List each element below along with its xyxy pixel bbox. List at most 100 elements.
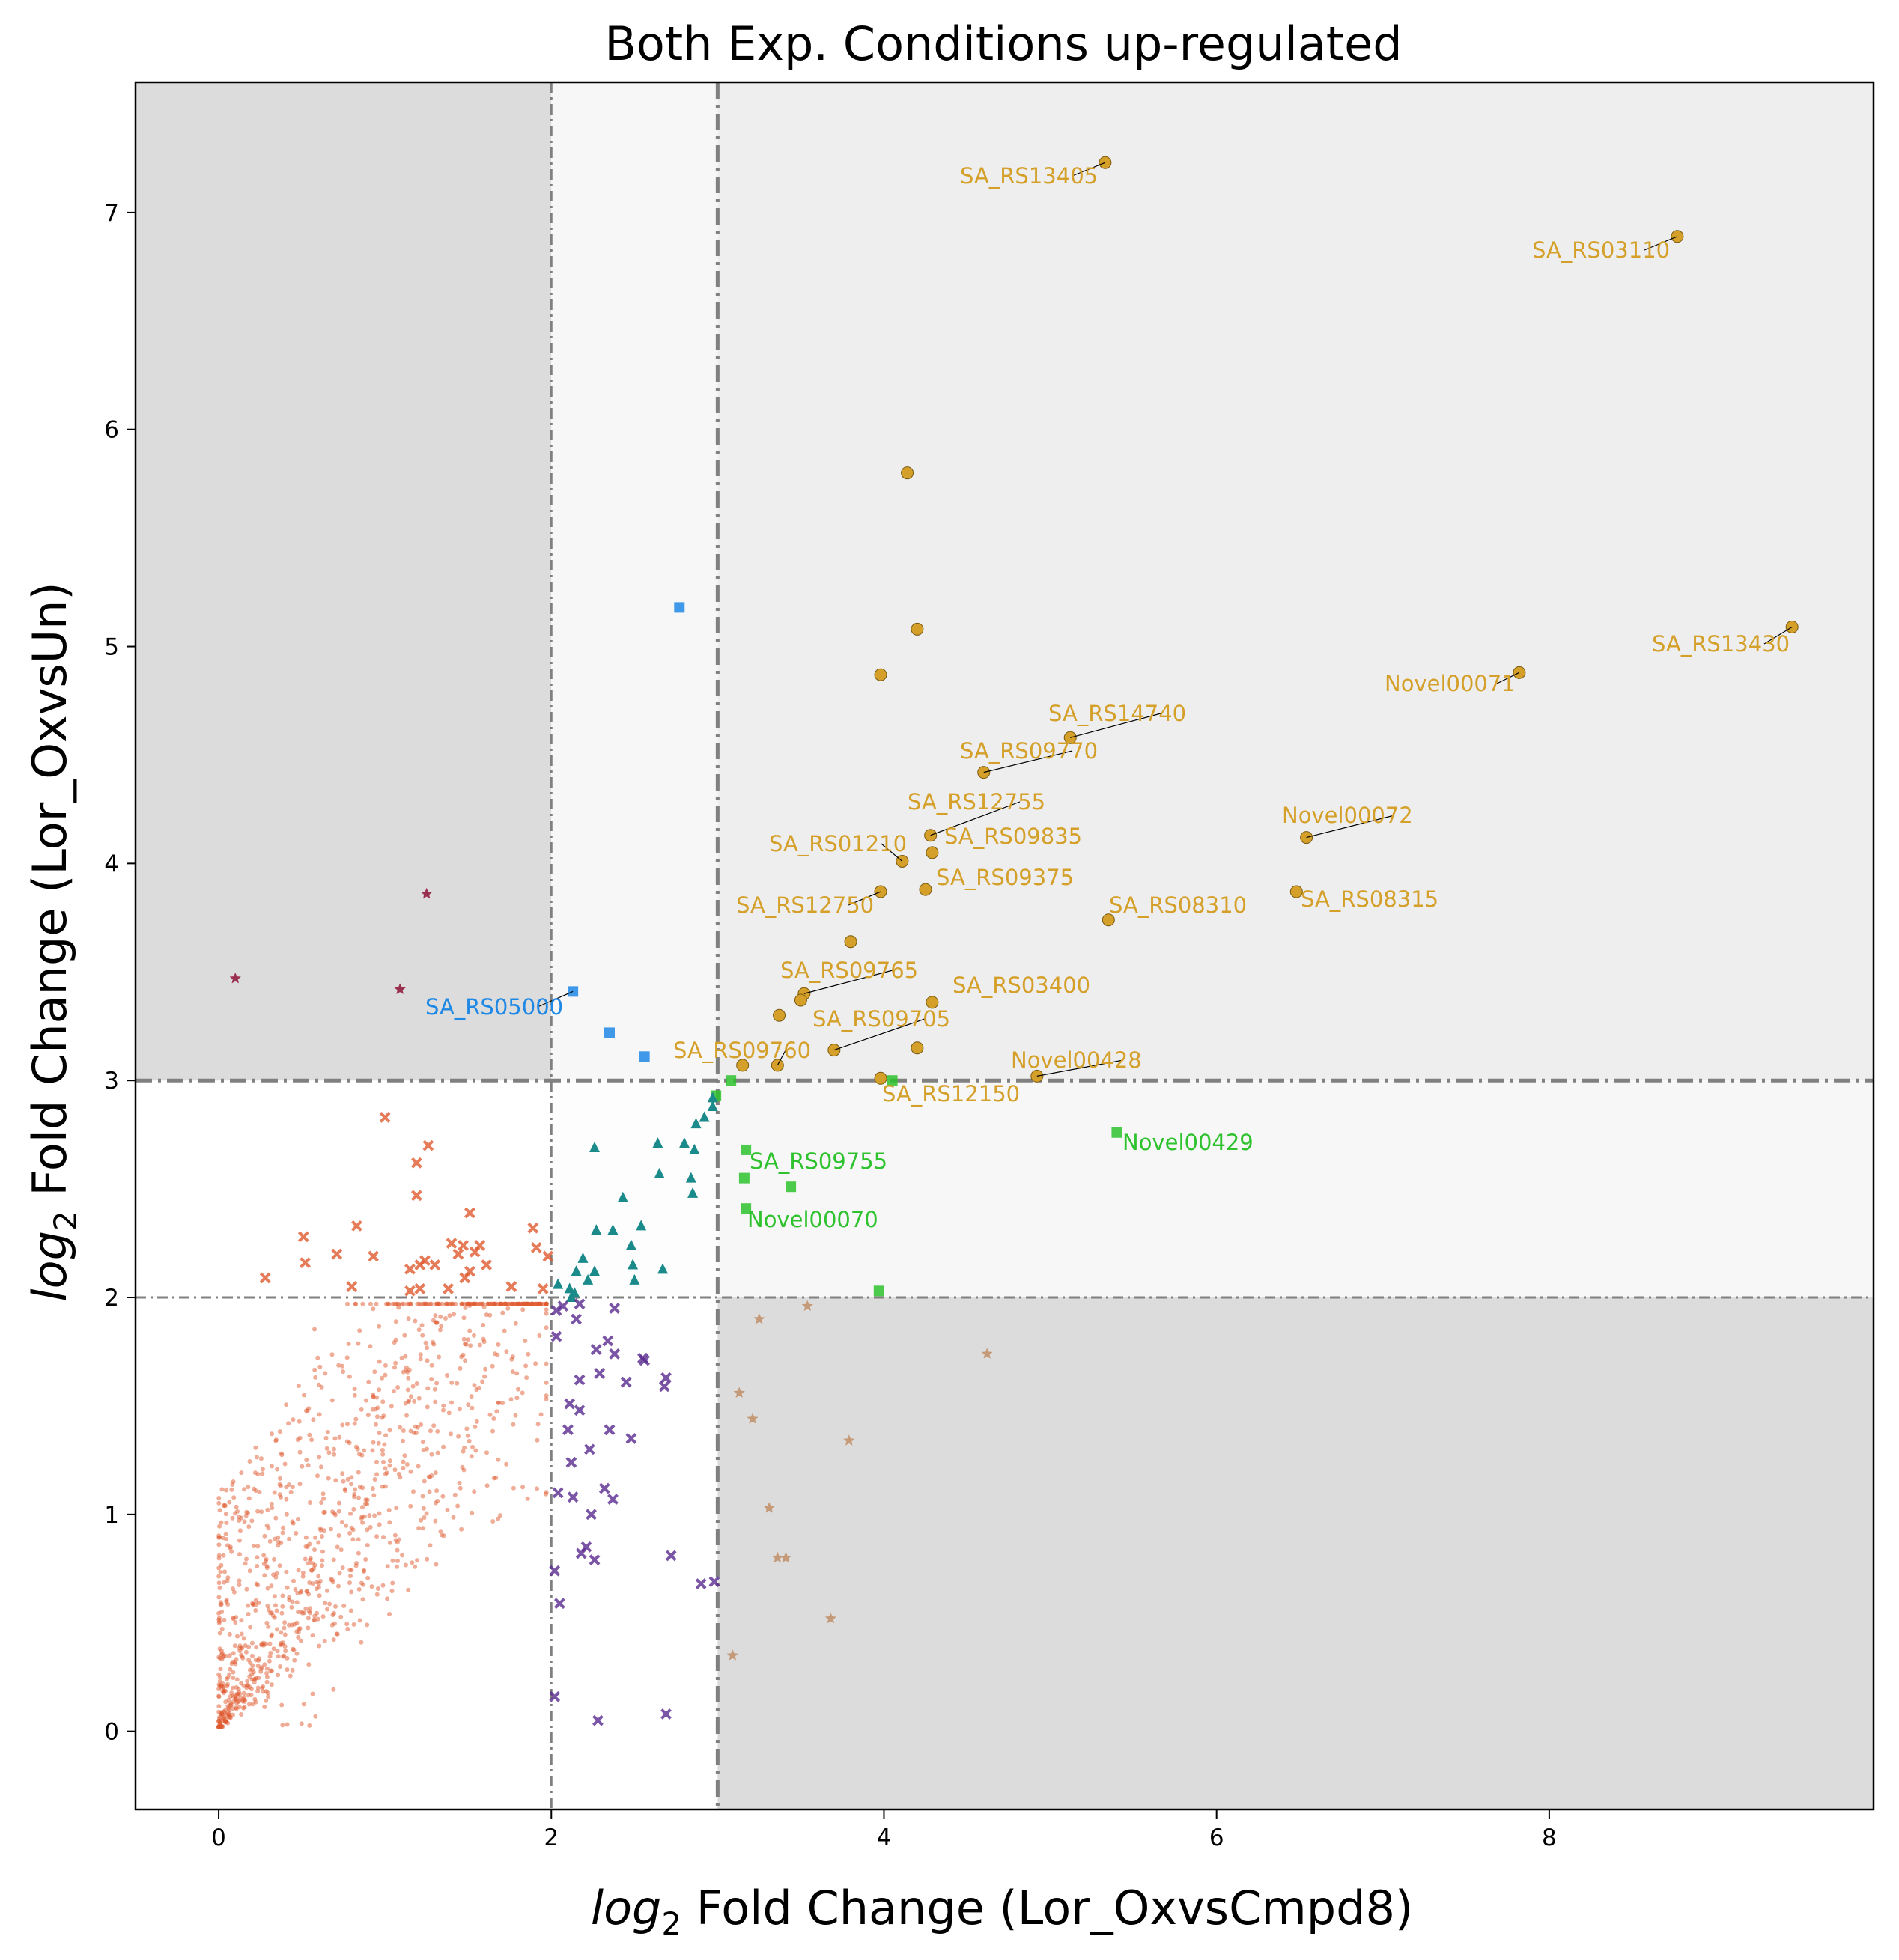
background-point: [484, 1312, 489, 1318]
background-point: [368, 1301, 373, 1306]
background-point: [387, 1428, 392, 1433]
background-point: [240, 1655, 246, 1661]
background-point: [360, 1301, 365, 1306]
background-point: [418, 1302, 423, 1307]
background-point: [313, 1535, 318, 1540]
background-point: [289, 1604, 294, 1610]
background-point: [434, 1562, 439, 1567]
background-point: [487, 1412, 493, 1417]
lorun-moderate-point: [505, 1281, 517, 1292]
background-point: [438, 1314, 443, 1319]
background-point: [425, 1345, 430, 1351]
background-point: [309, 1437, 315, 1443]
background-point: [292, 1622, 297, 1627]
background-point: [282, 1461, 288, 1467]
background-point: [365, 1543, 370, 1547]
background-point: [470, 1405, 475, 1410]
background-point: [383, 1471, 388, 1476]
background-point: [356, 1550, 361, 1556]
background-point: [481, 1323, 486, 1327]
background-point: [476, 1385, 481, 1390]
background-point: [462, 1445, 467, 1450]
background-point: [472, 1301, 477, 1306]
background-point: [424, 1511, 429, 1516]
both-up-point: [794, 993, 807, 1007]
background-point: [247, 1568, 252, 1574]
background-point: [228, 1544, 233, 1550]
mid-point: [636, 1220, 647, 1231]
cmpd8-moderate-point: [562, 1424, 574, 1436]
background-point: [433, 1518, 438, 1524]
threshold-lines: [136, 82, 1874, 1810]
background-point: [262, 1662, 267, 1667]
background-point: [217, 1508, 222, 1513]
background-point: [329, 1622, 335, 1628]
background-point: [392, 1365, 397, 1370]
lorun-moderate-point: [410, 1190, 422, 1202]
background-point: [319, 1500, 324, 1505]
background-point: [418, 1352, 423, 1357]
background-point: [428, 1543, 433, 1548]
background-point: [526, 1351, 531, 1357]
background-point: [253, 1445, 258, 1450]
background-point: [383, 1433, 389, 1438]
background-point: [347, 1580, 352, 1586]
background-point: [420, 1333, 425, 1338]
both-up-point: [773, 1008, 786, 1022]
background-point: [483, 1366, 488, 1372]
background-point: [291, 1417, 296, 1422]
background-point: [312, 1367, 317, 1372]
background-point: [255, 1685, 261, 1690]
background-point: [232, 1643, 237, 1649]
lorun-moderate-point: [297, 1231, 309, 1243]
cmpd8-moderate-point: [660, 1708, 672, 1720]
background-point: [464, 1426, 470, 1431]
background-point: [389, 1404, 394, 1409]
annotation-leader-line: [848, 891, 881, 906]
background-point: [303, 1556, 308, 1562]
background-point: [341, 1479, 346, 1484]
both-up-point: [901, 466, 914, 480]
annotation-label: SA_RS08310: [1109, 892, 1247, 918]
background-point: [399, 1301, 404, 1306]
background-point: [249, 1693, 254, 1698]
background-point: [359, 1515, 365, 1520]
background-point: [264, 1565, 270, 1571]
background-point: [469, 1454, 474, 1459]
background-point: [274, 1608, 279, 1613]
background-point: [262, 1573, 267, 1578]
background-point: [264, 1620, 270, 1625]
background-point: [419, 1323, 425, 1328]
cmpd8-only-point: [887, 1075, 898, 1086]
background-point: [261, 1684, 266, 1689]
background-point: [374, 1592, 380, 1597]
background-point: [453, 1301, 458, 1306]
background-point: [387, 1612, 392, 1616]
cmpd8-moderate-point: [609, 1303, 621, 1314]
background-point: [352, 1421, 357, 1426]
y-tick-label: 5: [104, 634, 119, 661]
lorun-high-cmpd8-low-point: [394, 983, 406, 994]
annotation-label: SA_RS09375: [936, 865, 1074, 890]
background-point: [511, 1422, 516, 1427]
mid-point: [625, 1239, 636, 1250]
background-point: [329, 1527, 333, 1532]
background-point: [525, 1496, 530, 1501]
background-point: [237, 1692, 243, 1697]
cmpd8-moderate-point: [574, 1298, 586, 1310]
background-point: [338, 1614, 344, 1619]
background-point: [509, 1357, 514, 1362]
background-point: [457, 1407, 462, 1412]
cmpd8-only-point: [1111, 1127, 1122, 1138]
background-point: [271, 1646, 276, 1652]
lorun-high-cmpd8-low-point: [421, 887, 433, 899]
background-point: [461, 1315, 467, 1321]
background-point: [348, 1511, 353, 1516]
cmpd8-moderate-point: [550, 1304, 562, 1316]
background-point: [405, 1301, 410, 1306]
background-point: [377, 1511, 382, 1516]
cmpd8-high-lorun-low-point: [747, 1413, 759, 1424]
background-point: [243, 1561, 248, 1566]
background-point: [446, 1410, 452, 1416]
both-up-point: [926, 846, 939, 859]
